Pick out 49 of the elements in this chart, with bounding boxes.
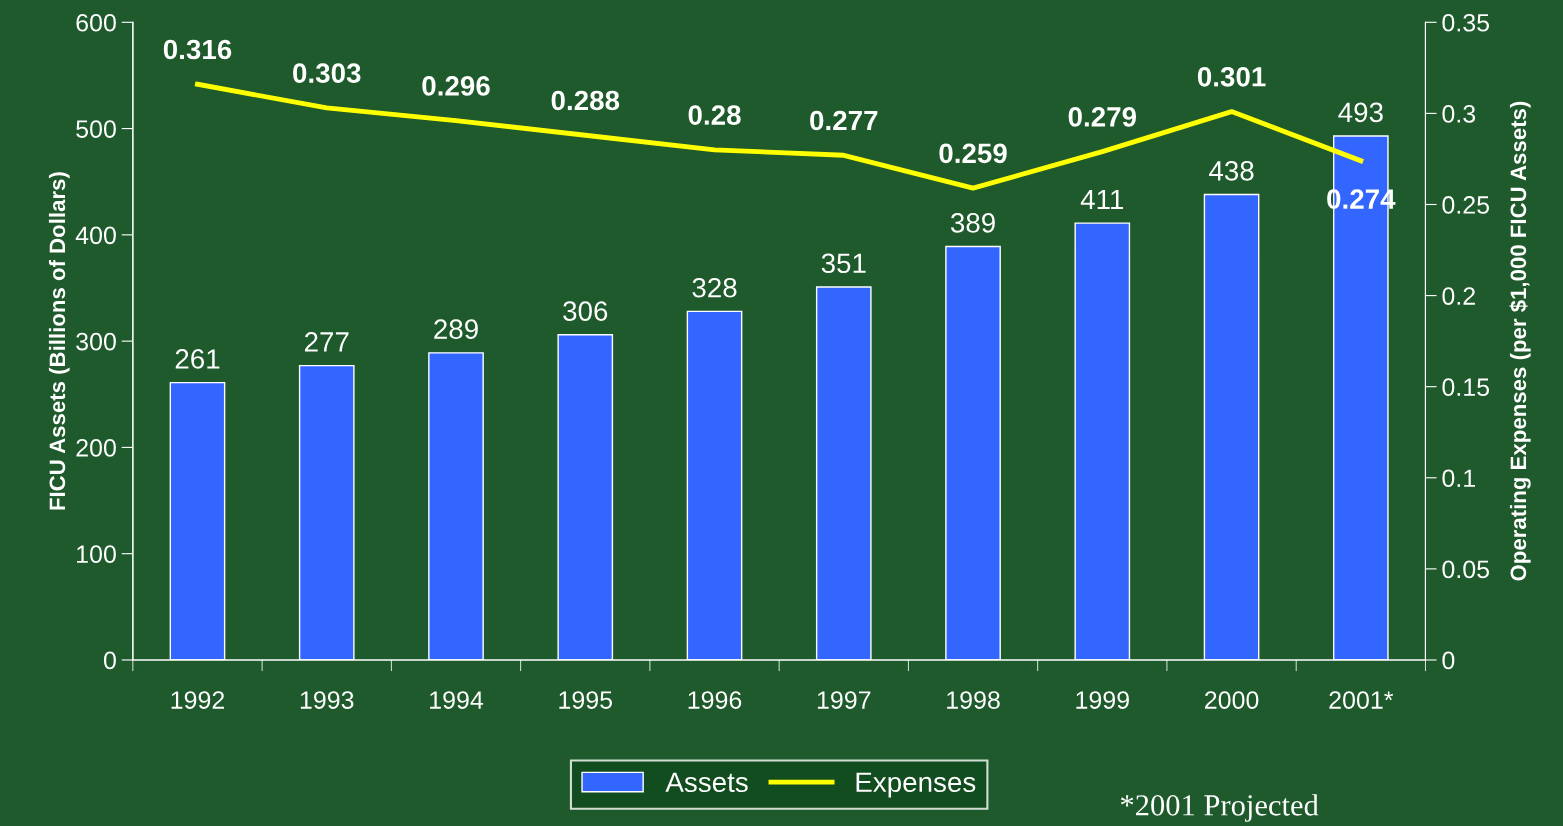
y2-tick-label: 0.2 — [1442, 287, 1475, 305]
y-tick-label: 600 — [76, 13, 116, 32]
y-tick-label: 0 — [103, 651, 116, 670]
y2-tick-label: 0.35 — [1442, 13, 1490, 32]
x-tick-label: 1993 — [300, 691, 354, 709]
text: *2001 Projected — [1120, 794, 1319, 822]
data-label: 328 — [692, 277, 737, 298]
data-label: 0.259 — [939, 143, 1007, 164]
y2-tick-label: 0.1 — [1442, 469, 1475, 488]
legend-label: Expenses — [856, 772, 976, 798]
data-label: 289 — [434, 319, 478, 339]
data-label: 0.301 — [1197, 66, 1266, 87]
x-tick-label: 1994 — [430, 691, 484, 709]
y2-tick-label: 0.25 — [1442, 196, 1490, 214]
legend-label: Assets — [665, 772, 748, 793]
x-tick-label: 1998 — [947, 691, 1000, 709]
x-tick-label: 1996 — [688, 691, 742, 709]
x-tick-label: 1995 — [559, 691, 613, 709]
data-label: 0.316 — [163, 39, 232, 60]
y2-tick-label: 0.15 — [1442, 378, 1490, 396]
y2-axis-title: Operating Expenses (per $1,000 FICU Assets) — [1509, 101, 1531, 581]
data-label: 0.288 — [551, 90, 620, 111]
data-label: 493 — [1338, 102, 1383, 123]
data-label: 438 — [1209, 160, 1254, 181]
x-tick-label: 1997 — [817, 691, 871, 709]
y-tick-label: 100 — [77, 545, 116, 563]
x-tick-label: 1999 — [1076, 691, 1129, 709]
data-label: 0.279 — [1068, 107, 1137, 127]
data-label: 277 — [304, 332, 349, 352]
y2-tick-label: 0.3 — [1442, 105, 1476, 123]
y-tick-label: 300 — [76, 332, 116, 351]
data-label: 389 — [950, 213, 995, 233]
data-label: 411 — [1080, 189, 1124, 210]
y-axis-title: FICU Assets (Billions of Dollars) — [48, 172, 70, 510]
data-label: 0.277 — [810, 110, 878, 131]
x-tick-label: 2001* — [1329, 691, 1394, 709]
data-label: 0.303 — [293, 63, 361, 84]
x-tick-label: 1992 — [171, 691, 225, 709]
y-tick-label: 400 — [75, 226, 116, 245]
data-label: 261 — [175, 349, 220, 369]
y2-tick-label: 0 — [1442, 651, 1455, 670]
data-label: 351 — [821, 253, 866, 274]
data-label: 306 — [563, 301, 608, 321]
data-label: 0.28 — [688, 105, 741, 125]
data-label: 0.296 — [422, 76, 490, 96]
x-tick-label: 2000 — [1205, 691, 1259, 709]
y2-tick-label: 0.05 — [1442, 560, 1490, 579]
y-tick-label: 200 — [76, 439, 116, 457]
y-tick-label: 500 — [76, 120, 116, 138]
